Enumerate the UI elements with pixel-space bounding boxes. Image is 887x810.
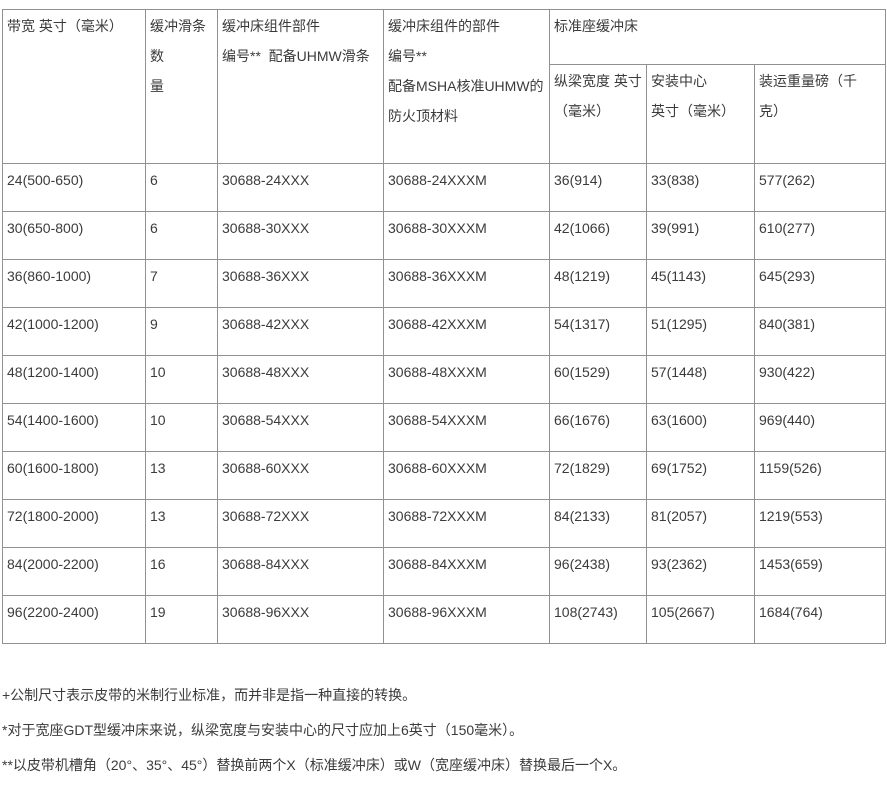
cell-mounting-centers: 81(2057) <box>646 499 755 548</box>
cell-part-number-msha: 30688-84XXXM <box>383 547 550 596</box>
cell-part-number-msha: 30688-36XXXM <box>383 259 550 308</box>
cell-part-number-uhmw: 30688-42XXX <box>217 307 384 356</box>
footnotes: +公制尺寸表示皮带的米制行业标准，而并非是指一种直接的转换。 *对于宽座GDT型… <box>2 685 884 776</box>
col-header-standard-base-group: 标准座缓冲床 <box>549 9 886 65</box>
cell-part-number-uhmw: 30688-54XXX <box>217 403 384 452</box>
cell-part-number-msha: 30688-72XXXM <box>383 499 550 548</box>
cell-slide-bar-qty: 19 <box>145 595 218 644</box>
cell-belt-width: 42(1000-1200) <box>2 307 146 356</box>
col-header-mounting-centers: 安装中心 英寸（毫米） <box>646 64 755 164</box>
col-header-part-number-msha: 缓冲床组件的部件 编号** 配备MSHA核准UHMW的 防火顶材料 <box>383 9 550 164</box>
table-row: 84(2000-2200) 16 30688-84XXX 30688-84XXX… <box>2 547 886 596</box>
cell-shipping-weight: 969(440) <box>754 403 886 452</box>
cell-part-number-msha: 30688-96XXXM <box>383 595 550 644</box>
cell-belt-width: 72(1800-2000) <box>2 499 146 548</box>
cell-shipping-weight: 840(381) <box>754 307 886 356</box>
cell-stringer-width: 84(2133) <box>549 499 647 548</box>
spec-table-page: 带宽 英寸（毫米） 缓冲滑条数 量 缓冲床组件部件 编号** 配备UHMW滑条 … <box>2 9 886 776</box>
cell-belt-width: 84(2000-2200) <box>2 547 146 596</box>
cell-slide-bar-qty: 10 <box>145 403 218 452</box>
cell-mounting-centers: 63(1600) <box>646 403 755 452</box>
cell-part-number-uhmw: 30688-36XXX <box>217 259 384 308</box>
header-row-top: 带宽 英寸（毫米） 缓冲滑条数 量 缓冲床组件部件 编号** 配备UHMW滑条 … <box>2 9 886 164</box>
cell-slide-bar-qty: 13 <box>145 499 218 548</box>
cell-mounting-centers: 57(1448) <box>646 355 755 404</box>
cell-stringer-width: 48(1219) <box>549 259 647 308</box>
cell-shipping-weight: 610(277) <box>754 211 886 260</box>
cell-slide-bar-qty: 16 <box>145 547 218 596</box>
cell-mounting-centers: 93(2362) <box>646 547 755 596</box>
cell-part-number-uhmw: 30688-96XXX <box>217 595 384 644</box>
cell-shipping-weight: 1159(526) <box>754 451 886 500</box>
cell-belt-width: 54(1400-1600) <box>2 403 146 452</box>
cell-stringer-width: 54(1317) <box>549 307 647 356</box>
table-row: 42(1000-1200) 9 30688-42XXX 30688-42XXXM… <box>2 307 886 356</box>
impact-bed-spec-table: 带宽 英寸（毫米） 缓冲滑条数 量 缓冲床组件部件 编号** 配备UHMW滑条 … <box>2 9 886 644</box>
cell-stringer-width: 60(1529) <box>549 355 647 404</box>
cell-part-number-msha: 30688-54XXXM <box>383 403 550 452</box>
cell-shipping-weight: 1684(764) <box>754 595 886 644</box>
cell-part-number-uhmw: 30688-72XXX <box>217 499 384 548</box>
cell-part-number-msha: 30688-42XXXM <box>383 307 550 356</box>
cell-shipping-weight: 645(293) <box>754 259 886 308</box>
cell-shipping-weight: 930(422) <box>754 355 886 404</box>
cell-shipping-weight: 577(262) <box>754 163 886 212</box>
cell-mounting-centers: 105(2667) <box>646 595 755 644</box>
table-header: 带宽 英寸（毫米） 缓冲滑条数 量 缓冲床组件部件 编号** 配备UHMW滑条 … <box>2 9 886 164</box>
cell-stringer-width: 66(1676) <box>549 403 647 452</box>
col-header-shipping-weight: 装运重量磅（千 克） <box>754 64 886 164</box>
cell-mounting-centers: 69(1752) <box>646 451 755 500</box>
cell-shipping-weight: 1219(553) <box>754 499 886 548</box>
cell-stringer-width: 108(2743) <box>549 595 647 644</box>
col-header-part-number-uhmw: 缓冲床组件部件 编号** 配备UHMW滑条 <box>217 9 384 164</box>
cell-mounting-centers: 45(1143) <box>646 259 755 308</box>
cell-part-number-uhmw: 30688-84XXX <box>217 547 384 596</box>
cell-belt-width: 60(1600-1800) <box>2 451 146 500</box>
col-header-stringer-width: 纵梁宽度 英寸 （毫米） <box>549 64 647 164</box>
cell-mounting-centers: 51(1295) <box>646 307 755 356</box>
cell-shipping-weight: 1453(659) <box>754 547 886 596</box>
cell-part-number-uhmw: 30688-24XXX <box>217 163 384 212</box>
col-header-slide-bar-qty: 缓冲滑条数 量 <box>145 9 218 164</box>
cell-part-number-msha: 30688-60XXXM <box>383 451 550 500</box>
table-row: 60(1600-1800) 13 30688-60XXX 30688-60XXX… <box>2 451 886 500</box>
table-row: 30(650-800) 6 30688-30XXX 30688-30XXXM 4… <box>2 211 886 260</box>
cell-belt-width: 96(2200-2400) <box>2 595 146 644</box>
cell-stringer-width: 36(914) <box>549 163 647 212</box>
cell-slide-bar-qty: 6 <box>145 163 218 212</box>
footnote-metric-note: +公制尺寸表示皮带的米制行业标准，而并非是指一种直接的转换。 <box>2 687 417 703</box>
col-header-belt-width: 带宽 英寸（毫米） <box>2 9 146 164</box>
cell-belt-width: 30(650-800) <box>2 211 146 260</box>
table-row: 48(1200-1400) 10 30688-48XXX 30688-48XXX… <box>2 355 886 404</box>
cell-part-number-msha: 30688-30XXXM <box>383 211 550 260</box>
cell-slide-bar-qty: 9 <box>145 307 218 356</box>
cell-stringer-width: 96(2438) <box>549 547 647 596</box>
header-row-sub: 纵梁宽度 英寸 （毫米） 安装中心 英寸（毫米） 装运重量磅（千 克） <box>3 64 886 164</box>
cell-mounting-centers: 39(991) <box>646 211 755 260</box>
cell-stringer-width: 42(1066) <box>549 211 647 260</box>
cell-part-number-uhmw: 30688-30XXX <box>217 211 384 260</box>
cell-belt-width: 36(860-1000) <box>2 259 146 308</box>
cell-slide-bar-qty: 7 <box>145 259 218 308</box>
cell-belt-width: 24(500-650) <box>2 163 146 212</box>
cell-stringer-width: 72(1829) <box>549 451 647 500</box>
table-row: 36(860-1000) 7 30688-36XXX 30688-36XXXM … <box>2 259 886 308</box>
table-body: 24(500-650) 6 30688-24XXX 30688-24XXXM 3… <box>2 163 886 644</box>
footnote-part-number-code-note: **以皮带机槽角（20°、35°、45°）替换前两个X（标准缓冲床）或W（宽座缓… <box>2 757 627 773</box>
cell-part-number-msha: 30688-48XXXM <box>383 355 550 404</box>
cell-part-number-uhmw: 30688-60XXX <box>217 451 384 500</box>
cell-mounting-centers: 33(838) <box>646 163 755 212</box>
table-row: 24(500-650) 6 30688-24XXX 30688-24XXXM 3… <box>2 163 886 212</box>
table-row: 54(1400-1600) 10 30688-54XXX 30688-54XXX… <box>2 403 886 452</box>
footnote-gdt-wide-base-note: *对于宽座GDT型缓冲床来说，纵梁宽度与安装中心的尺寸应加上6英寸（150毫米）… <box>2 722 524 738</box>
cell-slide-bar-qty: 10 <box>145 355 218 404</box>
cell-part-number-msha: 30688-24XXXM <box>383 163 550 212</box>
cell-slide-bar-qty: 6 <box>145 211 218 260</box>
table-row: 72(1800-2000) 13 30688-72XXX 30688-72XXX… <box>2 499 886 548</box>
table-row: 96(2200-2400) 19 30688-96XXX 30688-96XXX… <box>2 595 886 644</box>
cell-slide-bar-qty: 13 <box>145 451 218 500</box>
cell-part-number-uhmw: 30688-48XXX <box>217 355 384 404</box>
cell-belt-width: 48(1200-1400) <box>2 355 146 404</box>
